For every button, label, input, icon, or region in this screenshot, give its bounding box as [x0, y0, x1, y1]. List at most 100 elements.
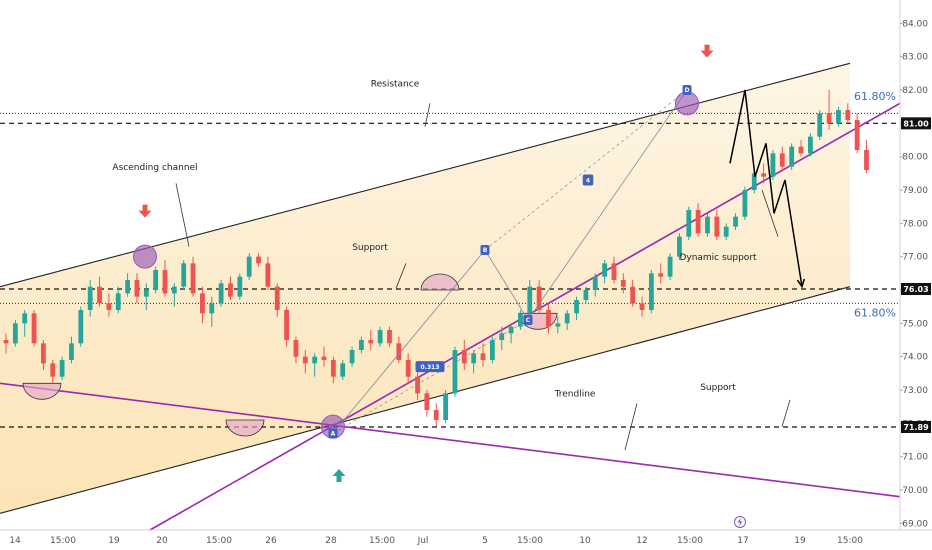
- abcd-bd-line: [484, 89, 688, 251]
- x-tick-label: 14: [9, 536, 21, 546]
- candle-body: [761, 173, 767, 177]
- annotation-pointer: [175, 183, 190, 247]
- abcd-ac-line: [332, 319, 529, 434]
- swing-badge: [480, 245, 490, 255]
- candle-body: [611, 263, 617, 280]
- candle-body: [31, 313, 37, 344]
- x-tick-label: 20: [156, 536, 168, 546]
- ratio-label: 0.313: [421, 364, 440, 371]
- x-tick-label: 15:00: [206, 536, 232, 546]
- candle-body: [742, 190, 748, 217]
- candle-body: [218, 283, 224, 304]
- price-tags: 81.00 76.03 71.89: [901, 117, 931, 433]
- candle-body: [87, 286, 93, 310]
- candle-body: [321, 356, 327, 360]
- price-tag-label: 71.89: [903, 423, 929, 432]
- candle-body: [864, 150, 869, 170]
- candle-body: [443, 393, 449, 420]
- fib-label: 61.80%: [854, 307, 896, 320]
- candle-body: [489, 340, 495, 360]
- candle-body: [518, 313, 523, 327]
- candle-body: [312, 356, 318, 364]
- x-tick-label: 28: [325, 536, 337, 546]
- candle-body: [667, 256, 673, 277]
- candle-body: [424, 393, 430, 410]
- sell-arrow-icon: [700, 44, 714, 58]
- candle-body: [817, 113, 823, 137]
- candle-body: [648, 273, 654, 310]
- x-tick-label: Jul: [417, 536, 429, 546]
- candle-body: [153, 270, 159, 290]
- candle-body: [723, 226, 729, 237]
- swing-label: A: [331, 431, 336, 438]
- annotation-label: Support: [700, 383, 736, 393]
- candle-body: [639, 303, 645, 310]
- candle-body: [228, 283, 233, 297]
- candle-body: [695, 210, 701, 234]
- candle-body: [751, 173, 757, 190]
- x-tick-label: 19: [794, 536, 806, 546]
- x-tick-label: 15:00: [517, 536, 543, 546]
- candle-body: [854, 120, 860, 150]
- swing-badge: [682, 85, 692, 95]
- x-tick-label: 15:00: [677, 536, 703, 546]
- candle-body: [265, 263, 271, 287]
- annotation-pointer: [761, 189, 779, 237]
- candle-body: [536, 286, 542, 310]
- candle-body: [190, 263, 196, 294]
- candle-body: [789, 146, 795, 167]
- annotation-pointer: [781, 399, 791, 427]
- ratio-badge: [415, 361, 445, 373]
- candle-body: [602, 263, 608, 277]
- candle-body: [143, 290, 149, 297]
- candle-body: [630, 286, 636, 304]
- annotation-label: Ascending channel: [112, 163, 197, 173]
- candle-body: [714, 216, 720, 237]
- annotation-pointer: [395, 263, 407, 289]
- candle-body: [658, 273, 664, 277]
- candle-body: [274, 286, 280, 310]
- swing-badge: [523, 315, 533, 325]
- pattern-overlay: A B C D 0.313 4: [133, 44, 806, 482]
- candle-body: [22, 313, 28, 324]
- candle-body: [237, 276, 243, 297]
- candle-body: [115, 293, 121, 310]
- annotations: Resistance Ascending channel Support Dynami…: [112, 80, 896, 451]
- price-tag-box: [901, 421, 931, 433]
- candle-body: [12, 323, 18, 344]
- swing-label: B: [483, 247, 488, 254]
- candle-body: [798, 146, 804, 154]
- annotation-label: Trendline: [554, 390, 596, 400]
- x-tick-label: 15:00: [50, 536, 76, 546]
- candle-body: [527, 286, 533, 314]
- candle-body: [826, 113, 832, 124]
- ratio-badge: [582, 174, 594, 186]
- y-tick-label: 70.00: [902, 486, 928, 496]
- projection-path: [729, 89, 803, 287]
- price-tag-box: [901, 283, 931, 295]
- lightning-icon[interactable]: [734, 516, 746, 528]
- candle-body: [349, 350, 355, 364]
- candle-body: [359, 340, 364, 350]
- candle-body: [59, 360, 65, 377]
- x-tick-label: 19: [108, 536, 120, 546]
- candle-body: [705, 216, 710, 234]
- candle-body: [836, 110, 841, 124]
- y-tick-label: 74.00: [902, 353, 928, 363]
- x-tick-label: 17: [737, 536, 748, 546]
- candle-body: [387, 330, 392, 344]
- candle-body: [69, 343, 74, 360]
- x-tick-label: 15:00: [369, 536, 395, 546]
- support-zone-1: [225, 419, 265, 437]
- candle-body: [377, 330, 383, 344]
- x-tick-label: 12: [636, 536, 647, 546]
- ratio-label: 4: [586, 177, 590, 184]
- candle-body: [555, 323, 561, 327]
- candle-body: [592, 276, 598, 290]
- y-tick-label: 79.00: [902, 186, 928, 196]
- price-axis[interactable]: [900, 0, 932, 550]
- sell-arrow-icon: [138, 204, 152, 218]
- candle-body: [256, 256, 261, 264]
- candle-body: [78, 310, 84, 344]
